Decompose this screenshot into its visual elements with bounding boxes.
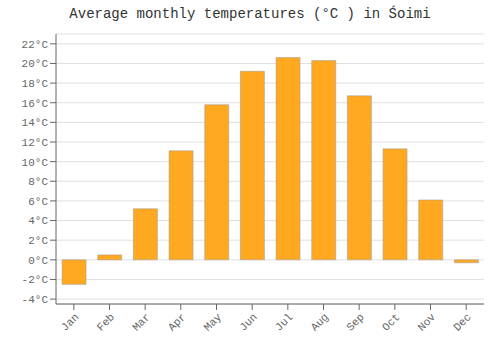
svg-text:18°C: 18°C	[22, 78, 49, 90]
svg-text:May: May	[202, 311, 225, 334]
svg-text:0°C: 0°C	[28, 255, 48, 267]
svg-text:Feb: Feb	[95, 311, 117, 333]
svg-text:Oct: Oct	[380, 311, 402, 333]
svg-text:Apr: Apr	[166, 311, 188, 333]
svg-text:-4°C: -4°C	[22, 294, 49, 306]
svg-text:Jun: Jun	[237, 311, 259, 333]
svg-text:12°C: 12°C	[22, 137, 49, 149]
svg-text:Mar: Mar	[130, 311, 152, 333]
svg-text:22°C: 22°C	[22, 39, 49, 51]
svg-text:16°C: 16°C	[22, 98, 49, 110]
svg-text:14°C: 14°C	[22, 117, 49, 129]
svg-text:20°C: 20°C	[22, 58, 49, 70]
svg-text:Sep: Sep	[344, 311, 366, 333]
svg-text:Jan: Jan	[59, 311, 81, 333]
svg-text:6°C: 6°C	[28, 196, 48, 208]
svg-text:Aug: Aug	[309, 311, 331, 333]
svg-text:10°C: 10°C	[22, 157, 49, 169]
svg-text:2°C: 2°C	[28, 235, 48, 247]
svg-text:Dec: Dec	[451, 311, 473, 333]
svg-text:Nov: Nov	[416, 311, 439, 334]
svg-text:4°C: 4°C	[28, 215, 48, 227]
svg-text:8°C: 8°C	[28, 176, 48, 188]
svg-text:-2°C: -2°C	[22, 274, 49, 286]
html-text:Average monthly temperatures (: Average monthly temperatures (°C ) in Śo…	[69, 6, 431, 22]
svg-text:Jul: Jul	[273, 311, 295, 333]
